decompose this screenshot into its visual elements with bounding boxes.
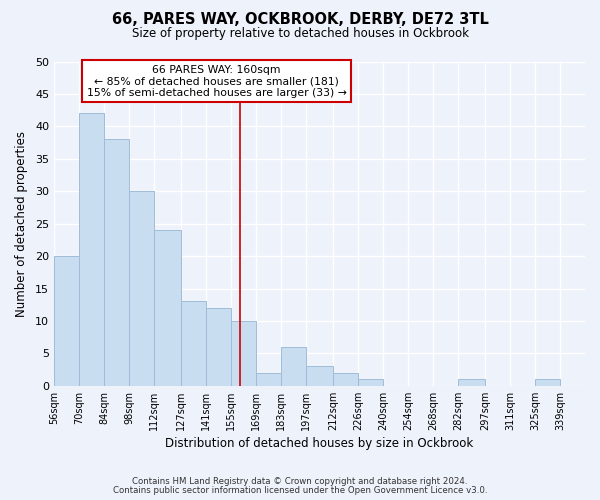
Bar	[129, 191, 154, 386]
Y-axis label: Number of detached properties: Number of detached properties	[15, 130, 28, 316]
Text: 66 PARES WAY: 160sqm
← 85% of detached houses are smaller (181)
15% of semi-deta: 66 PARES WAY: 160sqm ← 85% of detached h…	[87, 64, 347, 98]
Bar	[333, 373, 358, 386]
Bar	[256, 373, 281, 386]
Bar	[535, 380, 560, 386]
Bar	[458, 380, 485, 386]
Bar	[231, 321, 256, 386]
Text: Size of property relative to detached houses in Ockbrook: Size of property relative to detached ho…	[131, 28, 469, 40]
X-axis label: Distribution of detached houses by size in Ockbrook: Distribution of detached houses by size …	[166, 437, 473, 450]
Bar	[281, 347, 306, 386]
Bar	[358, 380, 383, 386]
Bar	[104, 140, 129, 386]
Bar	[54, 256, 79, 386]
Bar	[181, 302, 206, 386]
Text: Contains public sector information licensed under the Open Government Licence v3: Contains public sector information licen…	[113, 486, 487, 495]
Bar	[306, 366, 333, 386]
Text: Contains HM Land Registry data © Crown copyright and database right 2024.: Contains HM Land Registry data © Crown c…	[132, 477, 468, 486]
Bar	[79, 114, 104, 386]
Text: 66, PARES WAY, OCKBROOK, DERBY, DE72 3TL: 66, PARES WAY, OCKBROOK, DERBY, DE72 3TL	[112, 12, 488, 28]
Bar	[154, 230, 181, 386]
Bar	[206, 308, 231, 386]
